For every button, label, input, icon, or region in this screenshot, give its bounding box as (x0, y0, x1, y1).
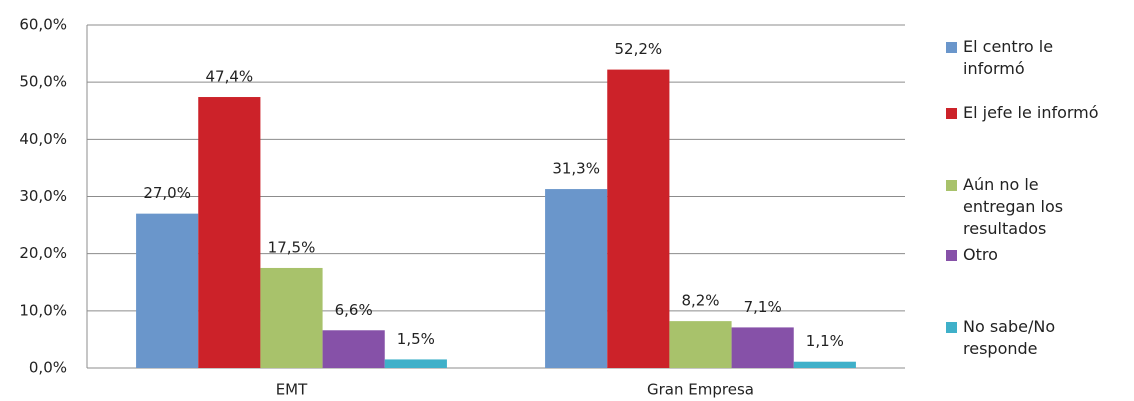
legend-swatch (946, 180, 957, 191)
y-tick-label: 30,0% (19, 187, 67, 205)
legend-label: El centro le informó (963, 37, 1054, 78)
data-label: 1,5% (397, 330, 435, 348)
data-label: 8,2% (681, 292, 719, 310)
data-label: 6,6% (335, 301, 373, 319)
y-tick-label: 20,0% (19, 244, 67, 262)
legend-swatch (946, 108, 957, 119)
legend-label: Otro (963, 245, 998, 264)
data-label: 31,3% (552, 160, 600, 178)
data-label: 1,1% (806, 332, 844, 350)
y-tick-label: 40,0% (19, 130, 67, 148)
legend-item: Aún no le entregan los resultados (946, 174, 1132, 240)
legend-label: El jefe le informó (963, 103, 1099, 122)
bar (669, 321, 732, 368)
data-label: 27,0% (143, 184, 191, 202)
legend-item: El jefe le informó (946, 102, 1132, 124)
legend-swatch (946, 322, 957, 333)
legend-label: No sabe/No responde (963, 317, 1056, 358)
bar (384, 359, 447, 368)
data-label: 7,1% (744, 298, 782, 316)
bar (731, 327, 794, 368)
y-tick-label: 60,0% (19, 16, 67, 34)
y-tick-label: 10,0% (19, 301, 67, 319)
bar (793, 361, 856, 368)
legend-item: El centro le informó (946, 36, 1132, 80)
bar (607, 69, 670, 368)
y-tick-label: 50,0% (19, 73, 67, 91)
y-tick-label: 0,0% (29, 359, 67, 377)
legend-label: Aún no le entregan los resultados (963, 175, 1064, 238)
data-label: 47,4% (206, 68, 254, 86)
bar (136, 213, 199, 368)
bar (260, 267, 323, 368)
bar (322, 330, 385, 368)
legend-swatch (946, 250, 957, 261)
legend-item: Otro (946, 244, 1132, 266)
x-tick-label: Gran Empresa (647, 381, 754, 399)
x-tick-label: EMT (276, 381, 308, 399)
legend-item: No sabe/No responde (946, 316, 1132, 360)
legend-swatch (946, 42, 957, 53)
data-label: 17,5% (268, 238, 316, 256)
bar (545, 189, 608, 368)
data-label: 52,2% (615, 40, 663, 58)
bar (198, 97, 261, 368)
